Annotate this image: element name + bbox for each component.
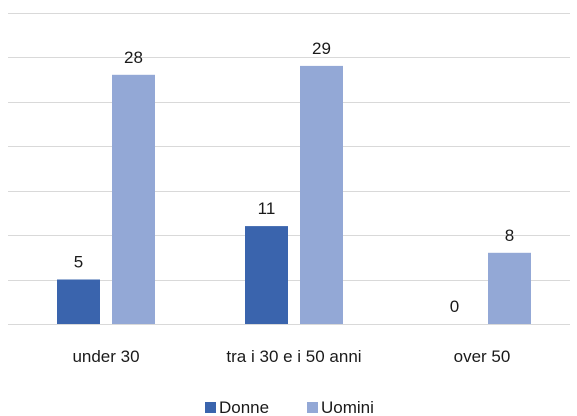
category-label: under 30 [72,347,139,366]
gridlines [8,13,570,325]
legend: Donne Uomini [205,398,374,416]
category-label: tra i 30 e i 50 anni [226,347,361,366]
bar-uomini-3 [488,252,531,324]
bar-uomini-1 [112,74,155,324]
data-label-donne-3: 0 [450,297,459,316]
bar-donne-2 [245,226,288,324]
legend-swatch-uomini [307,402,318,413]
bars [57,65,531,325]
category-label: over 50 [454,347,511,366]
data-label-donne-1: 5 [74,253,83,272]
category-labels: under 30 tra i 30 e i 50 anni over 50 [72,347,510,366]
legend-label-donne: Donne [219,398,269,416]
legend-label-uomini: Uomini [321,398,374,416]
bar-uomini-2 [300,65,343,325]
bar-donne-1 [57,279,100,324]
data-label-donne-2: 11 [258,199,276,218]
data-labels: 5 28 11 29 0 8 [74,39,514,316]
data-label-uomini-3: 8 [505,226,514,245]
data-label-uomini-1: 28 [124,48,143,67]
legend-swatch-donne [205,402,216,413]
data-label-uomini-2: 29 [312,39,331,58]
